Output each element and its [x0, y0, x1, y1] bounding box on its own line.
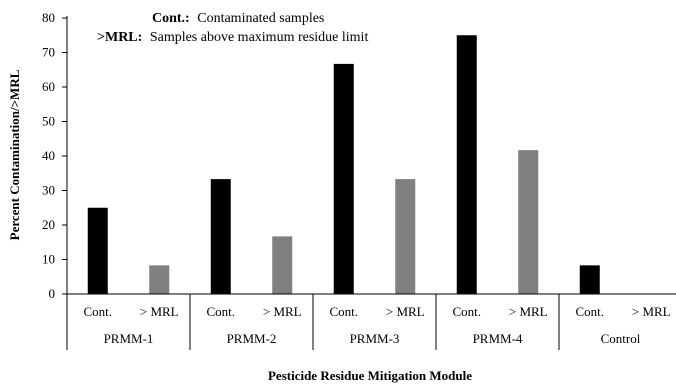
y-tick-label: 40: [42, 148, 55, 163]
bar-prmm-3-mrl: [395, 179, 416, 294]
bar-prmm-2-cont: [210, 179, 231, 294]
bar-control-cont: [579, 265, 600, 294]
bar-prmm-1-mrl: [149, 265, 170, 294]
y-tick-label: 10: [42, 252, 55, 267]
x-axis: Cont. > MRL PRMM-1 Cont. > MRL PRMM-2 Cont. > M…: [66, 293, 676, 350]
bar-prmm-1-cont: [87, 207, 108, 294]
y-tick-label: 60: [42, 79, 55, 94]
note-contaminated: Cont.: Contaminated samples: [152, 11, 324, 26]
y-tick-label: 0: [49, 286, 56, 301]
x-axis-title: Pesticide Residue Mitigation Module: [268, 368, 472, 383]
x-subcategory-label: Cont.: [206, 304, 235, 319]
x-subcategory-label: Cont.: [452, 304, 481, 319]
note-mrl: >MRL: Samples above maximum residue limi…: [97, 30, 368, 45]
bar-prmm-4-cont: [456, 35, 477, 294]
note-contaminated-key: Cont.:: [152, 11, 190, 26]
x-subcategory-label: > MRL: [386, 304, 425, 319]
note-contaminated-text: Contaminated samples: [197, 11, 324, 26]
bar-prmm-2-mrl: [272, 236, 293, 294]
x-subcategory-label: > MRL: [632, 304, 671, 319]
y-tick-label: 50: [42, 114, 55, 129]
y-tick-label: 80: [42, 10, 55, 25]
bar-prmm-3-cont: [333, 63, 354, 295]
x-group-label: PRMM-3: [350, 331, 400, 346]
y-tick-label: 20: [42, 217, 55, 232]
x-subcategory-label: > MRL: [140, 304, 179, 319]
note-mrl-text: Samples above maximum residue limit: [150, 30, 369, 45]
x-subcategory-label: > MRL: [263, 304, 302, 319]
note-mrl-key: >MRL:: [97, 30, 142, 45]
y-axis: 0 10 20 30 40 50 60 70 80: [42, 10, 68, 301]
x-subcategory-label: Cont.: [83, 304, 112, 319]
x-group-label: PRMM-4: [473, 331, 523, 346]
x-group-label: Control: [601, 331, 641, 346]
y-tick-label: 70: [42, 45, 55, 60]
x-group-label: PRMM-2: [227, 331, 277, 346]
x-group-label: PRMM-1: [104, 331, 154, 346]
x-subcategory-label: Cont.: [575, 304, 604, 319]
y-tick-label: 30: [42, 183, 55, 198]
bar-prmm-4-mrl: [518, 150, 539, 294]
x-subcategory-label: > MRL: [509, 304, 548, 319]
x-subcategory-label: Cont.: [329, 304, 358, 319]
bars: [87, 35, 600, 295]
y-axis-title: Percent Contamination/>MRL: [7, 69, 22, 240]
